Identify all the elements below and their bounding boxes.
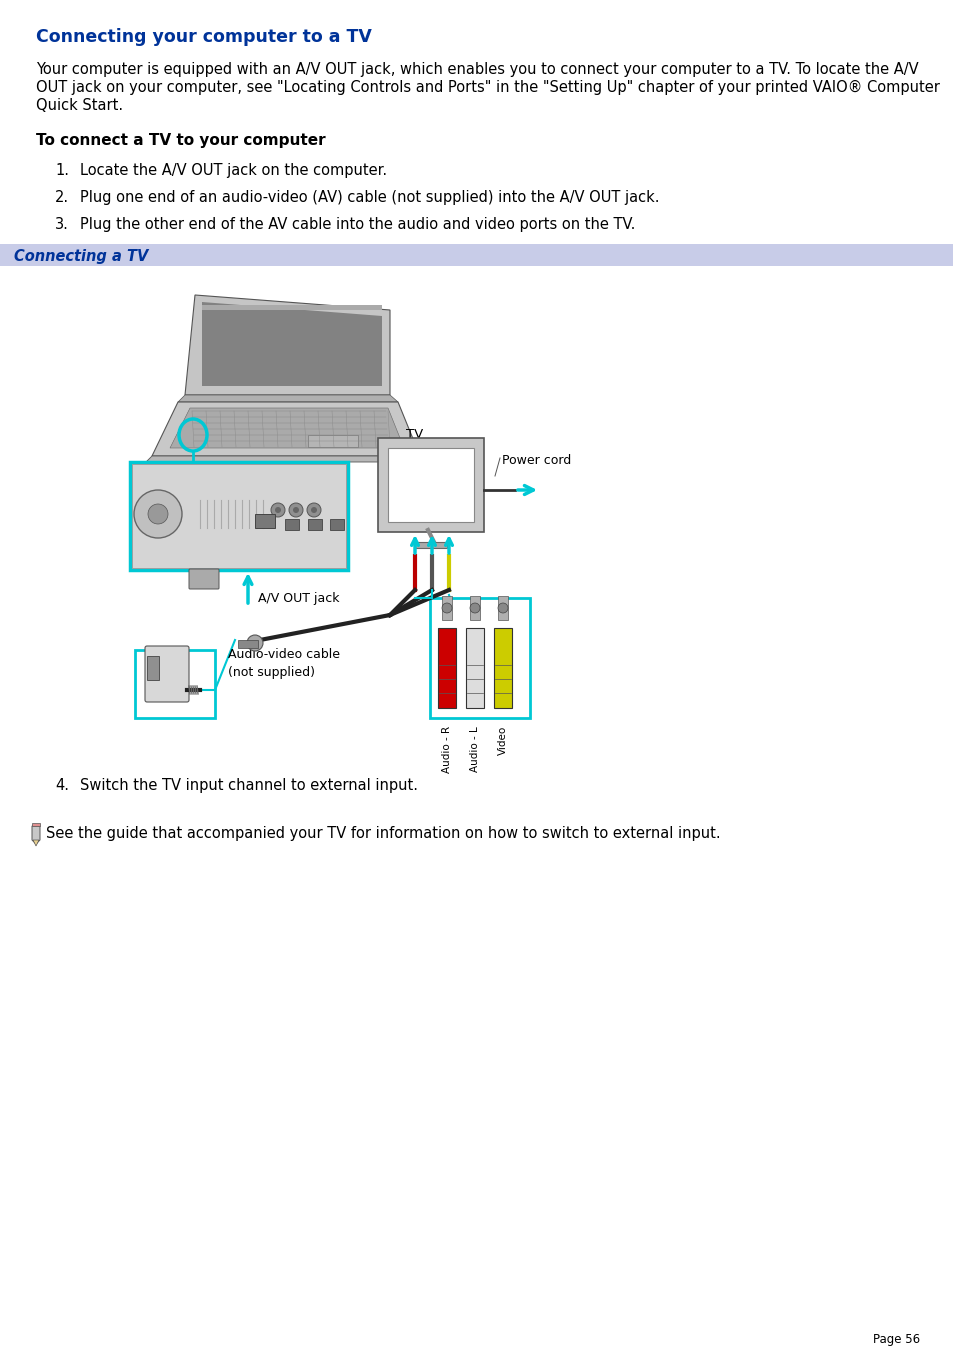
Text: Your computer is equipped with an A/V OUT jack, which enables you to connect you: Your computer is equipped with an A/V OU… [36,62,918,77]
Text: Quick Start.: Quick Start. [36,99,123,113]
Text: Power cord: Power cord [501,454,571,467]
FancyBboxPatch shape [189,569,219,589]
Circle shape [274,507,281,513]
Text: Audio - L: Audio - L [470,725,479,771]
Circle shape [441,603,452,613]
Text: To connect a TV to your computer: To connect a TV to your computer [36,132,325,149]
Circle shape [247,635,263,651]
Text: A/V OUT jack: A/V OUT jack [257,592,339,605]
Circle shape [311,507,316,513]
Text: Plug one end of an audio-video (AV) cable (not supplied) into the A/V OUT jack.: Plug one end of an audio-video (AV) cabl… [80,190,659,205]
Circle shape [271,503,285,517]
Circle shape [470,603,479,613]
FancyBboxPatch shape [497,596,507,620]
Polygon shape [146,457,428,462]
Polygon shape [185,295,390,394]
FancyBboxPatch shape [135,650,214,717]
FancyBboxPatch shape [308,435,357,447]
FancyBboxPatch shape [437,628,456,708]
FancyBboxPatch shape [202,305,381,309]
Circle shape [497,603,507,613]
FancyBboxPatch shape [308,519,322,530]
Polygon shape [32,825,40,844]
FancyBboxPatch shape [430,598,530,717]
Text: Plug the other end of the AV cable into the audio and video ports on the TV.: Plug the other end of the AV cable into … [80,218,635,232]
FancyBboxPatch shape [441,596,452,620]
Circle shape [307,503,320,517]
Circle shape [293,507,298,513]
FancyBboxPatch shape [254,513,274,528]
FancyBboxPatch shape [237,640,257,648]
FancyBboxPatch shape [0,245,953,266]
FancyBboxPatch shape [388,449,474,521]
Text: TV: TV [406,428,423,440]
Text: 2.: 2. [55,190,69,205]
FancyBboxPatch shape [470,596,479,620]
Polygon shape [152,403,419,457]
Text: Switch the TV input channel to external input.: Switch the TV input channel to external … [80,778,417,793]
FancyBboxPatch shape [415,542,447,549]
FancyBboxPatch shape [145,646,189,703]
FancyBboxPatch shape [147,657,159,680]
Circle shape [133,490,182,538]
FancyBboxPatch shape [465,628,483,708]
Text: Locate the A/V OUT jack on the computer.: Locate the A/V OUT jack on the computer. [80,163,387,178]
Text: 1.: 1. [55,163,69,178]
Text: (not supplied): (not supplied) [228,666,314,680]
Text: Connecting your computer to a TV: Connecting your computer to a TV [36,28,372,46]
Polygon shape [170,408,403,449]
Text: See the guide that accompanied your TV for information on how to switch to exter: See the guide that accompanied your TV f… [46,825,720,842]
Circle shape [289,503,303,517]
Polygon shape [33,840,39,846]
FancyBboxPatch shape [377,438,483,532]
Text: 3.: 3. [55,218,69,232]
FancyBboxPatch shape [130,462,348,570]
Text: Connecting a TV: Connecting a TV [14,249,149,263]
Text: Audio-video cable: Audio-video cable [228,648,339,661]
FancyBboxPatch shape [330,519,344,530]
Text: OUT jack on your computer, see "Locating Controls and Ports" in the "Setting Up": OUT jack on your computer, see "Locating… [36,80,939,95]
Text: Page 56: Page 56 [872,1333,919,1346]
Circle shape [148,504,168,524]
FancyBboxPatch shape [494,628,512,708]
Text: 4.: 4. [55,778,69,793]
Polygon shape [202,303,381,386]
Text: Video: Video [497,725,507,755]
FancyBboxPatch shape [285,519,298,530]
Polygon shape [178,394,397,403]
Text: Audio - R: Audio - R [441,725,452,773]
FancyBboxPatch shape [132,463,346,567]
FancyBboxPatch shape [32,823,40,825]
